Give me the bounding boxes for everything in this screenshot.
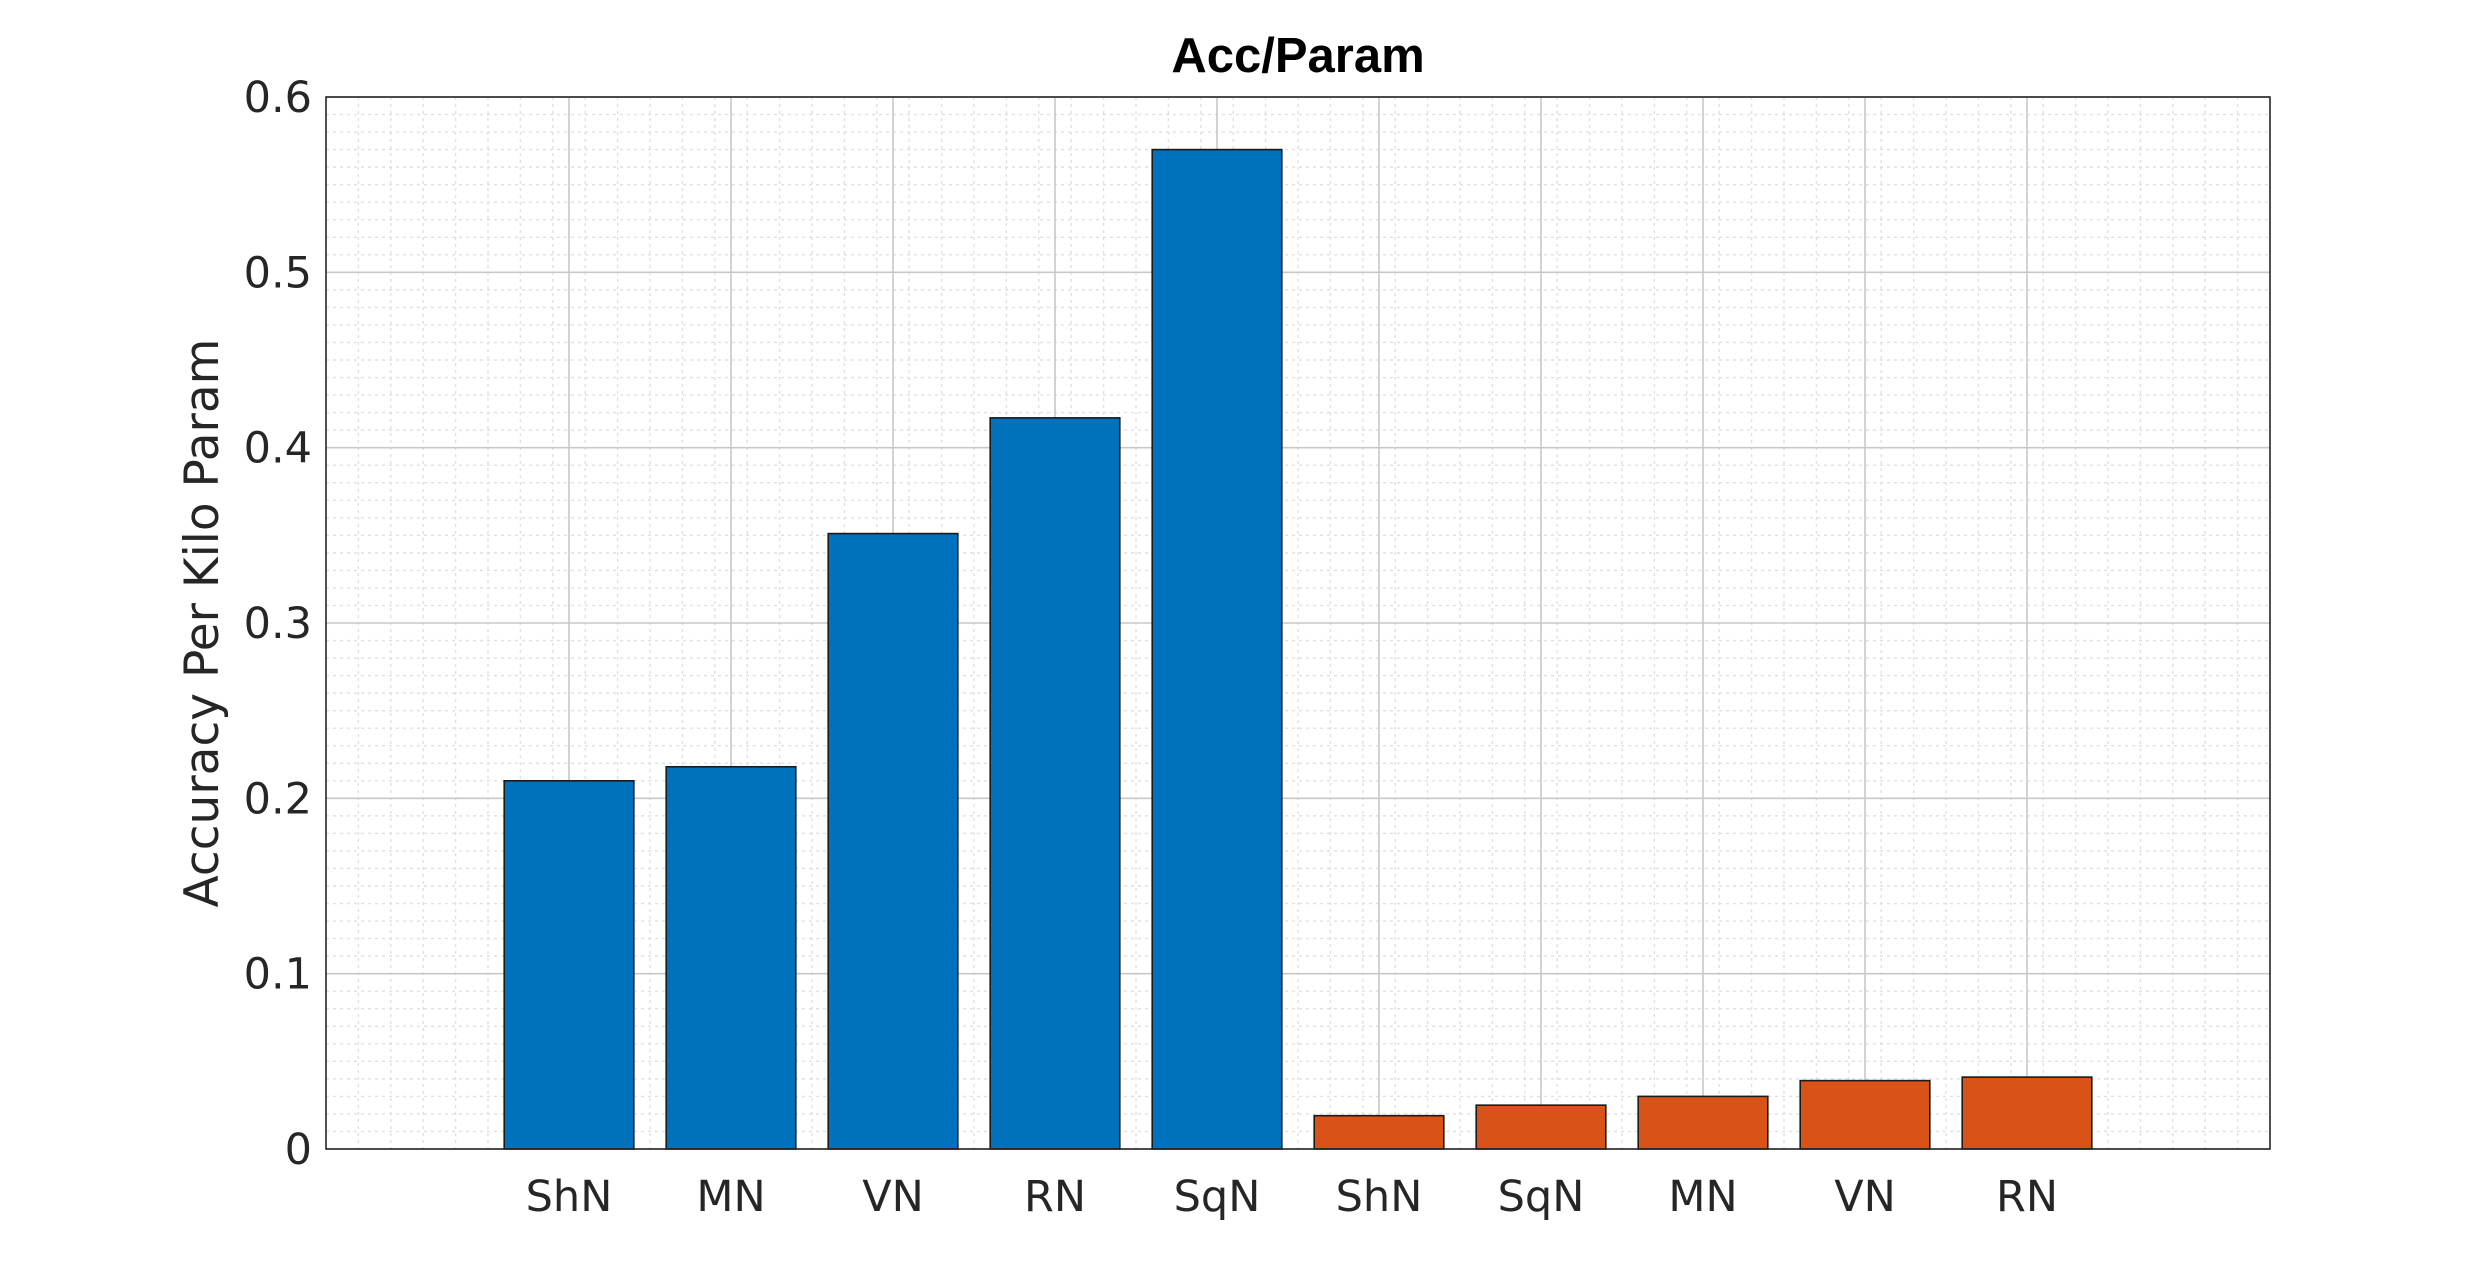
y-tick-label: 0 bbox=[285, 1125, 312, 1175]
y-tick-labels: 0 0.1 0.2 0.3 0.4 0.5 0.6 bbox=[244, 73, 312, 1175]
x-tick-label: SqN bbox=[1498, 1172, 1585, 1222]
x-tick-label: RN bbox=[1996, 1172, 2058, 1222]
bar-rn-10 bbox=[1961, 1076, 2093, 1150]
x-tick-label: ShN bbox=[1336, 1172, 1423, 1222]
bars bbox=[503, 148, 2093, 1150]
y-tick-label: 0.5 bbox=[244, 248, 312, 298]
bar-rn-4 bbox=[989, 417, 1121, 1150]
plot-frame bbox=[325, 96, 2271, 1150]
bar-sqn-7 bbox=[1475, 1104, 1607, 1150]
y-tick-label: 0.1 bbox=[244, 950, 312, 1000]
bar-vn-3 bbox=[827, 532, 959, 1150]
bar-mn-8 bbox=[1637, 1095, 1769, 1150]
chart-title: Acc/Param bbox=[1171, 29, 1424, 83]
bar-vn-9 bbox=[1799, 1079, 1931, 1150]
x-tick-labels: ShN MN VN RN SqN ShN SqN MN VN RN bbox=[526, 1172, 2058, 1222]
x-tick-label: RN bbox=[1024, 1172, 1086, 1222]
bar-mn-2 bbox=[665, 765, 797, 1150]
bar-shn-1 bbox=[503, 779, 635, 1150]
y-tick-label: 0.4 bbox=[244, 424, 312, 474]
y-tick-label: 0.2 bbox=[244, 774, 312, 824]
x-tick-label: VN bbox=[1834, 1172, 1896, 1222]
x-tick-label: MN bbox=[1668, 1172, 1737, 1222]
bar-sqn-5 bbox=[1151, 148, 1283, 1150]
y-axis-label: Accuracy Per Kilo Param bbox=[175, 339, 230, 908]
bar-shn-6 bbox=[1313, 1114, 1445, 1150]
y-tick-label: 0.6 bbox=[244, 73, 312, 123]
x-tick-label: VN bbox=[862, 1172, 924, 1222]
x-tick-label: MN bbox=[696, 1172, 765, 1222]
x-tick-label: SqN bbox=[1174, 1172, 1261, 1222]
x-tick-label: ShN bbox=[526, 1172, 613, 1222]
y-tick-label: 0.3 bbox=[244, 599, 312, 649]
